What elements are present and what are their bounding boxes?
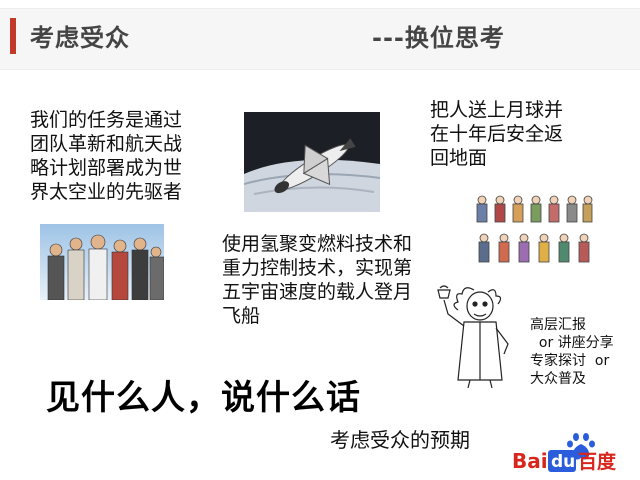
- mission-line: 团队革新和航天战: [30, 133, 183, 155]
- audience-line: 高层汇报: [530, 317, 586, 333]
- moon-goal-text: 把人送上月球并 在十年后安全返 回地面: [430, 98, 600, 170]
- audience-line: or 讲座分享: [530, 335, 614, 351]
- logo-text-baidu-cn: 百度: [578, 450, 617, 473]
- header-band: [0, 8, 640, 70]
- audience-line: 大众普及: [530, 371, 586, 387]
- tech-line: 重力控制技术，实现第: [222, 257, 413, 279]
- logo-text-du: du: [551, 452, 575, 472]
- logo-text-bai: Bai: [512, 449, 548, 473]
- audience-types-text: 高层汇报 or 讲座分享 专家探讨 or 大众普及: [530, 316, 614, 388]
- people-group-image: [476, 195, 593, 263]
- baidu-paw-icon: [567, 433, 595, 460]
- title-accent-bar: [10, 18, 16, 54]
- audience-line: 专家探讨 or: [530, 353, 610, 369]
- team-photo-image: [40, 224, 164, 300]
- moon-line: 在十年后安全返: [430, 123, 564, 145]
- slide-title: 考虑受众: [30, 24, 130, 52]
- space-shuttle-image: [244, 112, 380, 212]
- slide-subtitle: ---换位思考: [372, 24, 505, 52]
- mission-line: 我们的任务是通过: [30, 109, 183, 131]
- mission-line: 略计划部署成为世: [30, 157, 183, 179]
- tech-line: 使用氢聚变燃料技术和: [222, 233, 413, 255]
- slogan-heading: 见什么人，说什么话: [46, 378, 361, 418]
- moon-line: 把人送上月球并: [430, 99, 564, 121]
- moon-line: 回地面: [430, 147, 488, 169]
- tech-description-text: 使用氢聚变燃料技术和 重力控制技术，实现第 五宇宙速度的载人登月 飞船: [222, 232, 452, 328]
- tech-line: 五宇宙速度的载人登月: [222, 281, 413, 303]
- mission-text: 我们的任务是通过 团队革新和航天战 略计划部署成为世 界太空业的先驱者: [30, 108, 220, 204]
- baidu-logo: Bai du 百度: [512, 433, 617, 473]
- professor-cartoon-image: [437, 285, 509, 389]
- tech-line: 飞船: [222, 305, 261, 327]
- audience-expectation-text: 考虑受众的预期: [330, 428, 470, 452]
- mission-line: 界太空业的先驱者: [30, 181, 183, 203]
